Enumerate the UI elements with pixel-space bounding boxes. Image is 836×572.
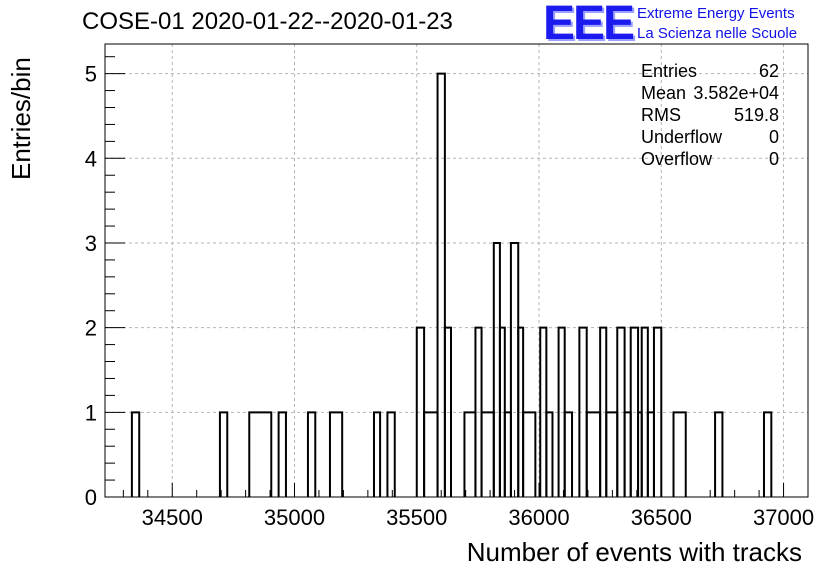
histogram-bin <box>605 411 619 497</box>
x-tick-label: 35500 <box>386 505 447 530</box>
axes <box>104 43 809 498</box>
histogram-bin <box>277 411 287 497</box>
stats-row-mean: Mean 3.582e+04 <box>641 82 779 104</box>
stats-value: 3.582e+04 <box>693 83 779 103</box>
logo-caption-line2: La Scienza nelle Scuole <box>637 25 798 42</box>
y-tick-label: 4 <box>85 146 97 171</box>
histogram-bin <box>248 411 273 497</box>
stats-row-rms: RMS 519.8 <box>641 104 779 126</box>
histogram-bin <box>672 411 687 497</box>
histogram-bin <box>306 411 317 497</box>
histogram-bin <box>509 241 520 497</box>
histogram-bin <box>443 326 452 497</box>
stats-row-entries: Entries 62 <box>641 60 779 82</box>
stats-row-overflow: Overflow 0 <box>641 148 779 170</box>
eee-logo: EEE <box>543 0 635 50</box>
histogram-bin <box>372 411 382 497</box>
stats-label: Mean <box>641 83 687 103</box>
y-tick-label: 3 <box>85 231 97 256</box>
histogram-bin <box>480 411 495 497</box>
histogram-bin <box>218 411 229 497</box>
y-axis-label: Entries/bin <box>6 57 36 180</box>
histogram-bin <box>545 411 554 497</box>
histogram-bin <box>714 411 724 497</box>
stats-label: Entries <box>641 61 698 81</box>
x-tick-label: 35000 <box>264 505 325 530</box>
x-tick-label: 37000 <box>753 505 814 530</box>
logo-caption-line1: Extreme Energy Events <box>637 5 795 22</box>
plot-frame <box>104 43 809 498</box>
x-axis-label: Number of events with tracks <box>466 537 802 567</box>
stats-value: 519.8 <box>733 105 779 125</box>
histogram-bin <box>130 411 141 497</box>
histogram-bin <box>563 411 574 497</box>
stats-value: 0 <box>768 127 779 147</box>
y-tick-label: 0 <box>85 485 97 510</box>
stats-label: Overflow <box>641 149 713 169</box>
histogram-bin <box>762 411 773 497</box>
x-tick-label: 36500 <box>631 505 692 530</box>
histogram-bin <box>436 72 446 497</box>
histogram-bin <box>463 411 477 497</box>
stats-box: Entries 62 Mean 3.582e+04 RMS 519.8 Unde… <box>641 60 779 170</box>
histogram-bin <box>386 411 396 497</box>
x-tick-label: 34500 <box>142 505 203 530</box>
stats-label: RMS <box>641 105 681 125</box>
histogram-bars <box>130 72 773 497</box>
y-tick-label: 2 <box>85 316 97 341</box>
histogram-bin <box>585 411 602 497</box>
histogram-bin <box>522 411 537 497</box>
histogram-bin <box>652 326 663 497</box>
stats-value: 0 <box>768 149 779 169</box>
x-tick-label: 36000 <box>508 505 569 530</box>
y-tick-label: 1 <box>85 400 97 425</box>
tick-labels: 34500 35000 35500 36000 36500 37000 0 1 2 3 4 5 <box>85 62 814 530</box>
stats-row-underflow: Underflow 0 <box>641 126 779 148</box>
y-tick-label: 5 <box>85 62 97 87</box>
stats-label: Underflow <box>641 127 723 147</box>
logo-caption: Extreme Energy Events La Scienza nelle S… <box>637 4 797 44</box>
stats-value: 62 <box>758 61 779 81</box>
chart-title: COSE-01 2020-01-22--2020-01-23 <box>82 8 453 35</box>
histogram-bin <box>423 411 439 497</box>
histogram-bin <box>328 411 344 497</box>
